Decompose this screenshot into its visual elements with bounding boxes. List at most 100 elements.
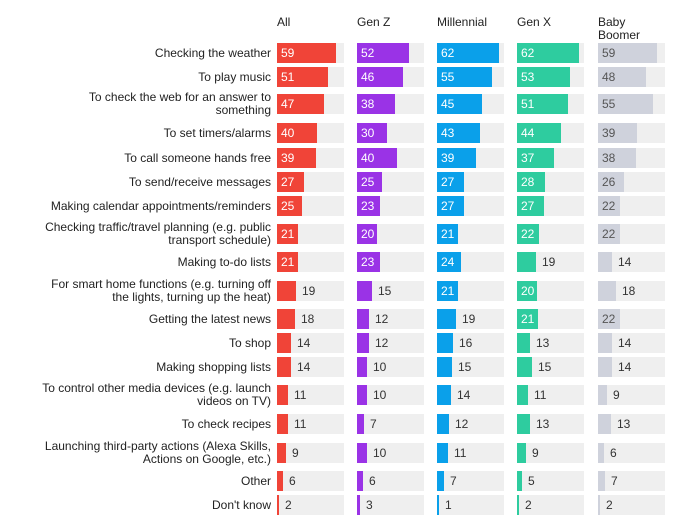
data-label: 44: [521, 126, 535, 140]
data-label: 22: [602, 199, 616, 213]
bar: [517, 43, 579, 63]
bar: [437, 67, 492, 87]
data-label: 24: [441, 255, 455, 269]
bar-track: 18: [277, 309, 344, 329]
bar: [517, 281, 537, 301]
bar: [517, 309, 538, 329]
row-label: To set timers/alarms: [163, 125, 271, 140]
data-label: 45: [441, 97, 455, 111]
row-label: To check the web for an answer to somethi…: [88, 90, 271, 117]
data-label: 37: [521, 151, 535, 165]
bar-track: 52: [357, 43, 424, 63]
bar: [598, 309, 620, 329]
data-label: 21: [281, 255, 295, 269]
bar-track: 15: [357, 281, 424, 301]
row-label: Other: [240, 473, 271, 488]
data-label: 11: [534, 388, 547, 402]
bar-track: 38: [598, 148, 665, 168]
data-label: 47: [281, 97, 295, 111]
data-label: 15: [378, 284, 392, 298]
row-label: For smart home functions (e.g. turning o…: [51, 277, 271, 304]
data-label: 26: [602, 175, 616, 189]
bar-track: 53: [517, 67, 584, 87]
bar-track: 47: [277, 94, 344, 114]
bar-track: 11: [277, 385, 344, 405]
data-label: 14: [297, 360, 311, 374]
data-label: 19: [542, 255, 556, 269]
data-label: 13: [536, 417, 550, 431]
bar: [437, 333, 453, 353]
bar-track: 6: [598, 443, 665, 463]
bar-track: 12: [357, 333, 424, 353]
bar-track: 20: [517, 281, 584, 301]
bar: [598, 414, 611, 434]
data-label: 21: [521, 312, 535, 326]
bar: [357, 357, 367, 377]
bar: [357, 309, 369, 329]
data-label: 43: [441, 126, 455, 140]
bar: [277, 67, 328, 87]
bar-track: 6: [357, 471, 424, 491]
bar-track: 7: [598, 471, 665, 491]
bar-track: 22: [517, 224, 584, 244]
bar-track: 7: [437, 471, 504, 491]
data-label: 10: [373, 360, 387, 374]
bar: [437, 357, 452, 377]
data-label: 21: [441, 284, 455, 298]
bar: [517, 443, 526, 463]
bar-track: 25: [277, 196, 344, 216]
bar-track: 23: [357, 196, 424, 216]
bar-track: 62: [517, 43, 584, 63]
data-label: 10: [373, 446, 387, 460]
data-label: 16: [459, 336, 473, 350]
bar: [277, 172, 304, 192]
bar: [437, 385, 451, 405]
bar-track: 39: [598, 123, 665, 143]
row-label: To send/receive messages: [128, 174, 271, 189]
bar-track: 51: [517, 94, 584, 114]
data-label: 55: [602, 97, 616, 111]
bar-track: 11: [277, 414, 344, 434]
data-label: 13: [617, 417, 631, 431]
bar-track: 10: [357, 385, 424, 405]
bar: [517, 172, 545, 192]
bar: [437, 123, 480, 143]
bar-track: 9: [277, 443, 344, 463]
data-label: 27: [441, 199, 455, 213]
bar: [598, 196, 620, 216]
bar-track: 15: [437, 357, 504, 377]
data-label: 9: [613, 388, 620, 402]
bar-track: 38: [357, 94, 424, 114]
bar: [598, 43, 657, 63]
bar: [598, 123, 637, 143]
bar-track: 25: [357, 172, 424, 192]
data-label: 40: [281, 126, 295, 140]
bar-track: 10: [357, 443, 424, 463]
bar: [598, 385, 607, 405]
data-label: 38: [602, 151, 616, 165]
bar: [598, 495, 600, 515]
bar: [277, 123, 317, 143]
bar-track: 13: [598, 414, 665, 434]
bar-track: 14: [598, 357, 665, 377]
bar-track: 16: [437, 333, 504, 353]
data-label: 2: [285, 498, 292, 512]
data-label: 12: [375, 312, 389, 326]
bar: [437, 224, 458, 244]
data-label: 11: [454, 446, 467, 460]
bar: [277, 43, 336, 63]
data-label: 12: [455, 417, 469, 431]
bar: [277, 224, 298, 244]
data-label: 39: [602, 126, 616, 140]
bar-track: 19: [517, 252, 584, 272]
bar: [277, 196, 302, 216]
column-header-gen-z: Gen Z: [357, 15, 391, 29]
bar: [517, 67, 570, 87]
data-label: 22: [602, 312, 616, 326]
bar: [517, 196, 544, 216]
data-label: 19: [302, 284, 316, 298]
bar: [517, 94, 568, 114]
data-label: 10: [373, 388, 387, 402]
data-label: 6: [369, 474, 376, 488]
data-label: 55: [441, 70, 455, 84]
